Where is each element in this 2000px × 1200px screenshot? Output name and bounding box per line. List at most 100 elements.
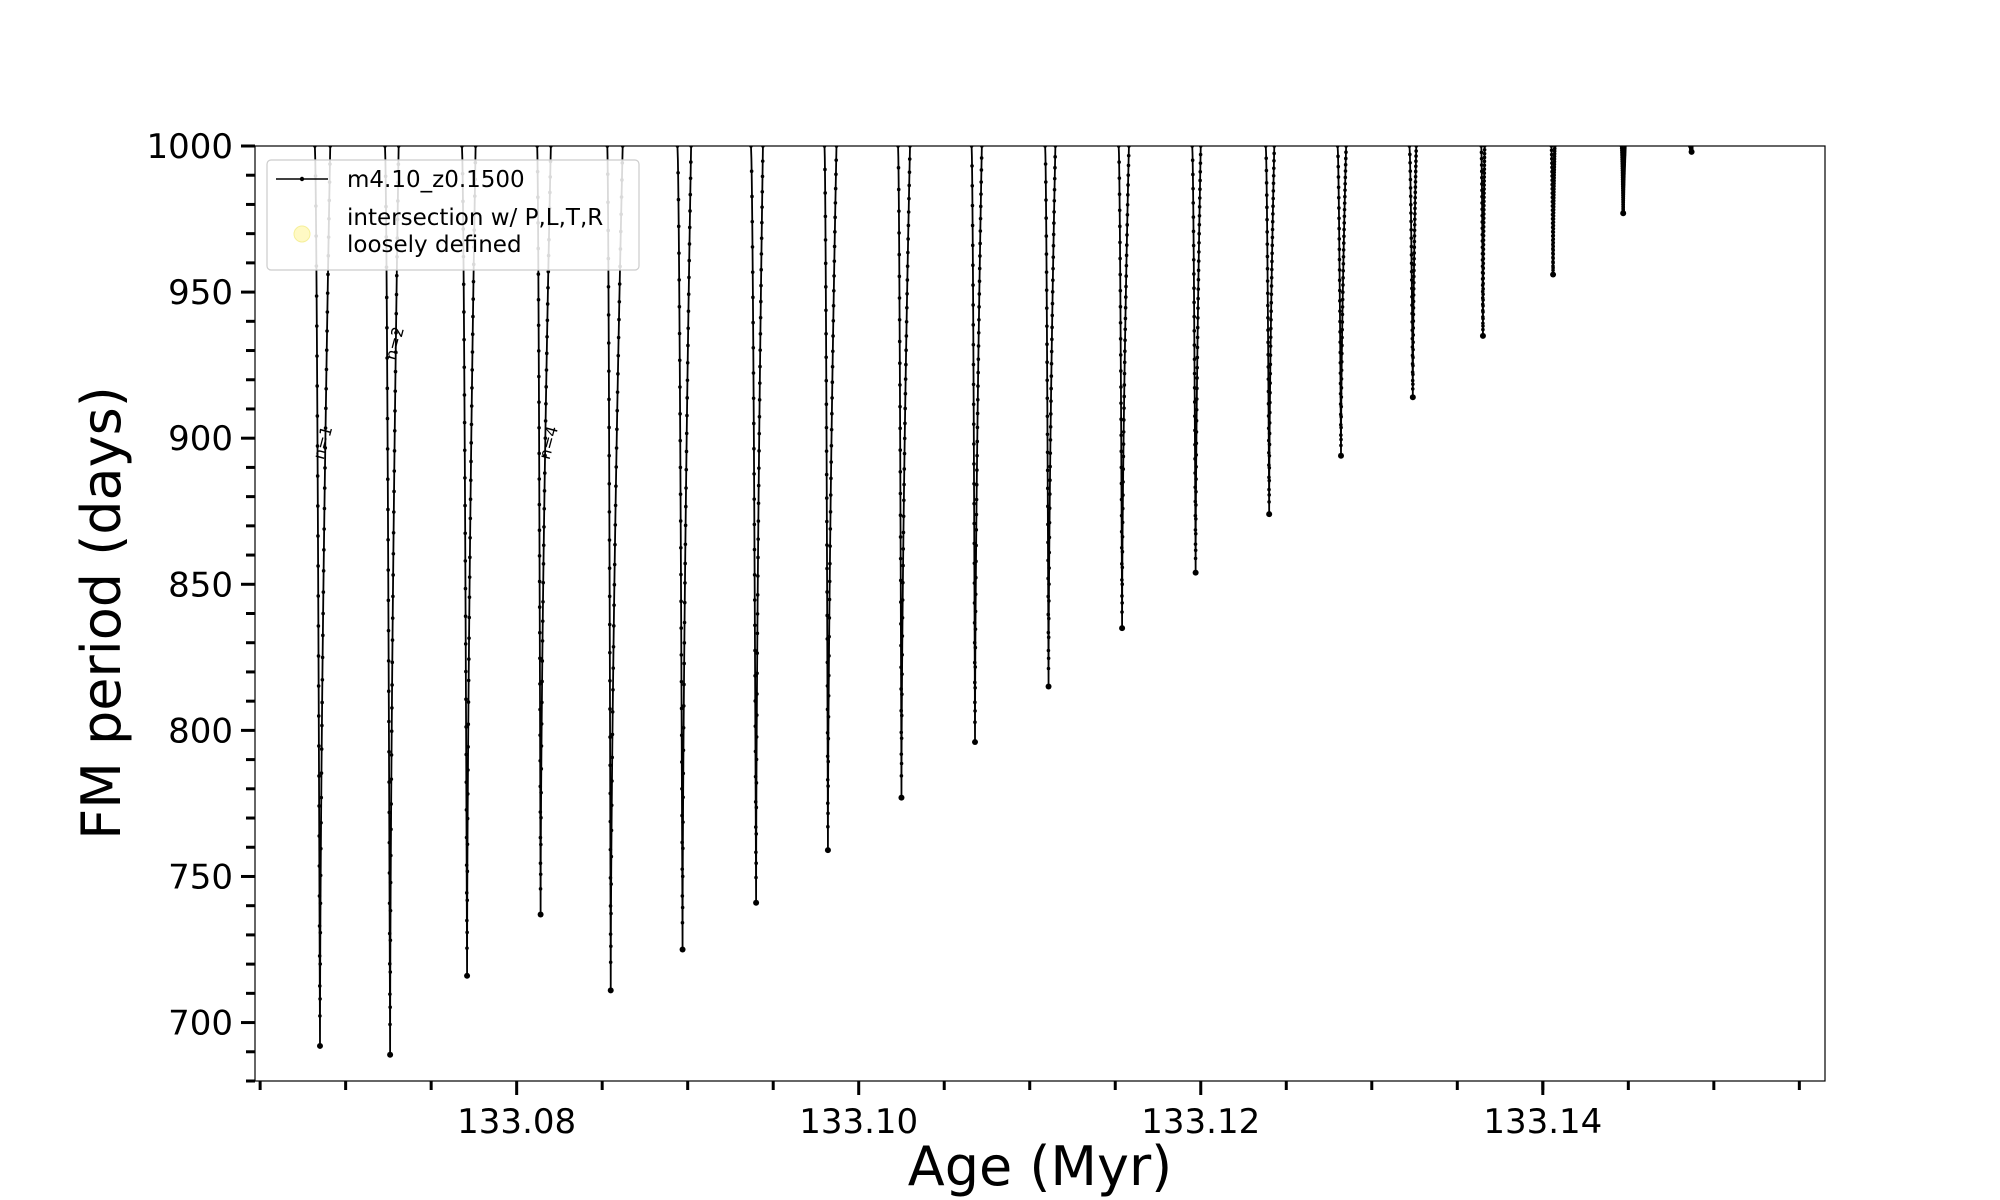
data-point [753, 623, 757, 628]
data-point [679, 572, 683, 577]
data-point [902, 498, 906, 503]
data-point [1343, 194, 1347, 199]
data-point [1482, 167, 1487, 171]
data-point [1413, 195, 1417, 200]
data-point [546, 285, 550, 290]
data-point [1481, 310, 1485, 314]
data-point [318, 901, 323, 906]
data-point [1340, 335, 1344, 340]
data-point [682, 620, 687, 625]
data-point [1549, 157, 1554, 161]
data-point [607, 594, 612, 599]
data-point [825, 707, 830, 712]
data-point [899, 622, 903, 626]
data-point [978, 254, 982, 258]
data-point [972, 501, 976, 506]
data-point [903, 391, 908, 396]
data-point [1121, 467, 1126, 471]
data-point [901, 530, 906, 535]
data-point [824, 331, 828, 336]
data-point [388, 970, 393, 974]
data-point [608, 763, 612, 768]
data-point [1195, 376, 1199, 380]
data-point [1120, 594, 1124, 598]
data-point [1119, 385, 1123, 389]
data-point [1120, 610, 1124, 614]
data-point [826, 759, 831, 764]
data-point [1269, 275, 1274, 280]
data-point [833, 186, 838, 191]
data-point [608, 847, 613, 852]
data-point [1340, 305, 1345, 309]
data-point [970, 223, 975, 228]
data-point [1409, 202, 1413, 207]
data-point [755, 612, 760, 616]
data-point [1413, 201, 1417, 205]
data-point [463, 559, 468, 563]
data-point [612, 603, 616, 607]
data-point [1051, 278, 1055, 282]
data-point [1340, 351, 1344, 356]
data-point [389, 729, 394, 733]
data-point [683, 581, 687, 585]
data-point [760, 220, 764, 225]
x-tick-label: 133.12 [1141, 1102, 1260, 1142]
data-point [1265, 279, 1270, 283]
data-point [1482, 187, 1486, 191]
data-point [1195, 397, 1199, 401]
data-point [1344, 150, 1348, 155]
data-point [751, 346, 756, 350]
data-point [1050, 337, 1054, 342]
data-point [1414, 159, 1418, 163]
data-point [390, 638, 395, 642]
data-point [384, 295, 389, 300]
data-point [316, 534, 320, 538]
data-point [1192, 371, 1197, 376]
data-point [466, 722, 471, 726]
loop-minimum-point [753, 899, 760, 906]
data-point [464, 780, 469, 784]
data-point [682, 682, 686, 687]
data-point [826, 824, 830, 829]
data-point [1341, 268, 1346, 273]
data-point [538, 707, 542, 712]
data-point [1481, 238, 1486, 242]
data-point [686, 326, 690, 331]
data-point [751, 320, 755, 325]
data-point [1194, 465, 1198, 469]
data-point [385, 356, 389, 360]
legend-label-intersection: intersection w/ P,L,T,R loosely defined [347, 205, 603, 258]
data-point [610, 779, 614, 783]
data-point [1266, 316, 1270, 320]
data-point [1120, 534, 1125, 539]
data-point [318, 997, 322, 1001]
data-point [1046, 558, 1050, 563]
data-point [1410, 378, 1415, 383]
data-point [897, 274, 902, 279]
data-point [1552, 176, 1556, 180]
data-point [754, 861, 758, 865]
data-point [1408, 186, 1413, 190]
loop-minimum-point [1409, 394, 1416, 401]
data-point [1481, 247, 1486, 252]
data-point [1118, 320, 1123, 325]
data-point [1052, 187, 1057, 192]
data-point [824, 308, 828, 313]
data-point [1271, 212, 1275, 216]
data-point [607, 397, 611, 402]
data-point [683, 523, 688, 528]
data-point [1551, 266, 1555, 270]
data-point [389, 802, 393, 806]
data-point [1341, 283, 1345, 287]
data-point [1197, 240, 1201, 245]
legend-label-line: intersection w/ P,L,T,R [347, 205, 603, 231]
data-point [1411, 286, 1416, 291]
data-point [1412, 251, 1417, 255]
data-point [1191, 201, 1196, 205]
legend-label-series: m4.10_z0.1500 [347, 167, 525, 193]
data-point [1336, 154, 1340, 159]
data-point [1267, 463, 1271, 467]
data-point [1409, 244, 1414, 249]
data-point [754, 875, 758, 880]
series-loop-16-points [1407, 146, 1419, 401]
